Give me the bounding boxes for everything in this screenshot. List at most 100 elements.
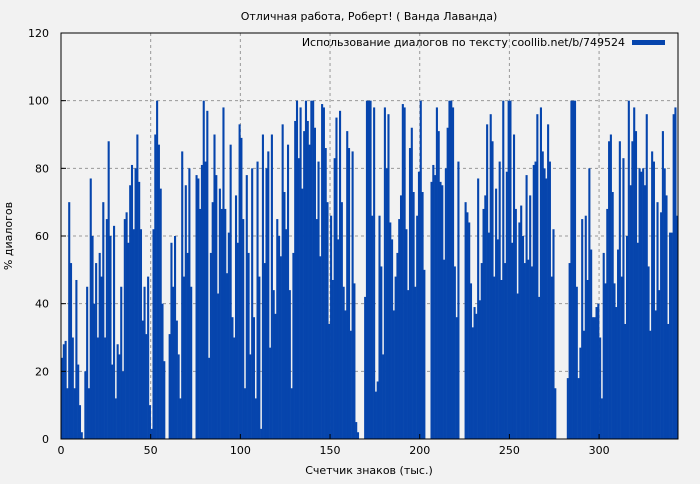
- bar: [582, 330, 586, 439]
- bar: [595, 307, 598, 439]
- bar: [602, 252, 605, 439]
- bar: [645, 114, 648, 439]
- bar: [611, 192, 614, 439]
- bar: [75, 279, 78, 439]
- bar: [446, 127, 449, 439]
- bar: [139, 229, 143, 439]
- bar: [514, 208, 517, 439]
- bar: [408, 148, 412, 440]
- bar: [272, 290, 275, 439]
- bar: [430, 181, 433, 439]
- bar: [383, 107, 386, 439]
- bar: [577, 378, 580, 439]
- bar: [190, 286, 193, 439]
- bar: [71, 337, 74, 439]
- bar: [173, 236, 177, 439]
- bar: [240, 137, 243, 439]
- bar: [304, 100, 308, 440]
- bar: [206, 110, 209, 440]
- bar: [170, 242, 173, 439]
- bar: [317, 161, 320, 440]
- bar: [471, 327, 474, 439]
- bar: [482, 208, 485, 439]
- bar: [104, 337, 107, 439]
- bar: [600, 398, 603, 439]
- bar: [251, 168, 254, 440]
- bar: [150, 428, 153, 439]
- y-axis-label: % диалогов: [2, 202, 15, 270]
- bar: [672, 114, 675, 439]
- bars: [61, 100, 679, 440]
- bar: [331, 279, 334, 439]
- bar: [590, 249, 593, 439]
- bar: [333, 158, 336, 439]
- bar: [172, 286, 175, 439]
- bar: [617, 249, 620, 439]
- bar: [475, 313, 478, 439]
- bar: [606, 208, 609, 439]
- bar: [238, 124, 241, 439]
- bar: [199, 208, 202, 439]
- bar: [618, 141, 621, 439]
- bar: [638, 168, 641, 440]
- bar: [152, 229, 155, 439]
- x-axis-label: Счетчик знаков (тыс.): [305, 464, 433, 477]
- bar: [599, 337, 602, 439]
- bar: [182, 276, 186, 439]
- bar: [145, 334, 148, 439]
- bar: [242, 219, 245, 439]
- bar: [566, 378, 569, 439]
- bar: [591, 317, 595, 439]
- bar: [579, 347, 582, 439]
- bar: [62, 344, 65, 439]
- bar: [543, 168, 546, 440]
- bar: [669, 232, 672, 439]
- bar: [89, 178, 92, 439]
- bar: [371, 215, 374, 439]
- bar: [636, 242, 639, 439]
- bar: [365, 100, 369, 440]
- bar: [87, 388, 90, 439]
- bar: [132, 229, 135, 439]
- bar: [670, 232, 673, 439]
- bar: [299, 107, 302, 439]
- bar: [226, 273, 229, 439]
- bar: [227, 232, 230, 439]
- bar: [620, 276, 623, 439]
- bar: [649, 330, 652, 439]
- bar: [236, 242, 239, 439]
- bar: [518, 222, 521, 439]
- bar: [389, 222, 392, 439]
- bar: [512, 134, 516, 439]
- bar: [480, 263, 483, 439]
- bar: [100, 276, 103, 439]
- bar: [457, 161, 460, 440]
- bar: [276, 219, 279, 439]
- bar: [351, 151, 354, 439]
- bar: [308, 144, 311, 439]
- bar: [217, 293, 220, 439]
- bar: [466, 212, 469, 439]
- bar: [288, 290, 291, 439]
- bar: [654, 310, 657, 439]
- bar: [550, 276, 553, 439]
- bar: [260, 428, 263, 439]
- bar: [209, 252, 212, 439]
- bar: [496, 239, 499, 439]
- bar: [676, 215, 679, 439]
- y-tick-label: 0: [42, 433, 49, 446]
- bar: [347, 148, 351, 440]
- x-tick-label: 100: [230, 444, 251, 457]
- bar: [215, 175, 218, 439]
- bar: [504, 263, 507, 439]
- bar: [450, 100, 453, 440]
- bar: [568, 263, 571, 439]
- bar: [163, 361, 166, 439]
- x-tick-label: 300: [589, 444, 610, 457]
- bar: [468, 222, 471, 439]
- bar: [624, 323, 627, 439]
- bar: [441, 185, 444, 439]
- bar: [113, 225, 116, 439]
- bar: [204, 161, 207, 440]
